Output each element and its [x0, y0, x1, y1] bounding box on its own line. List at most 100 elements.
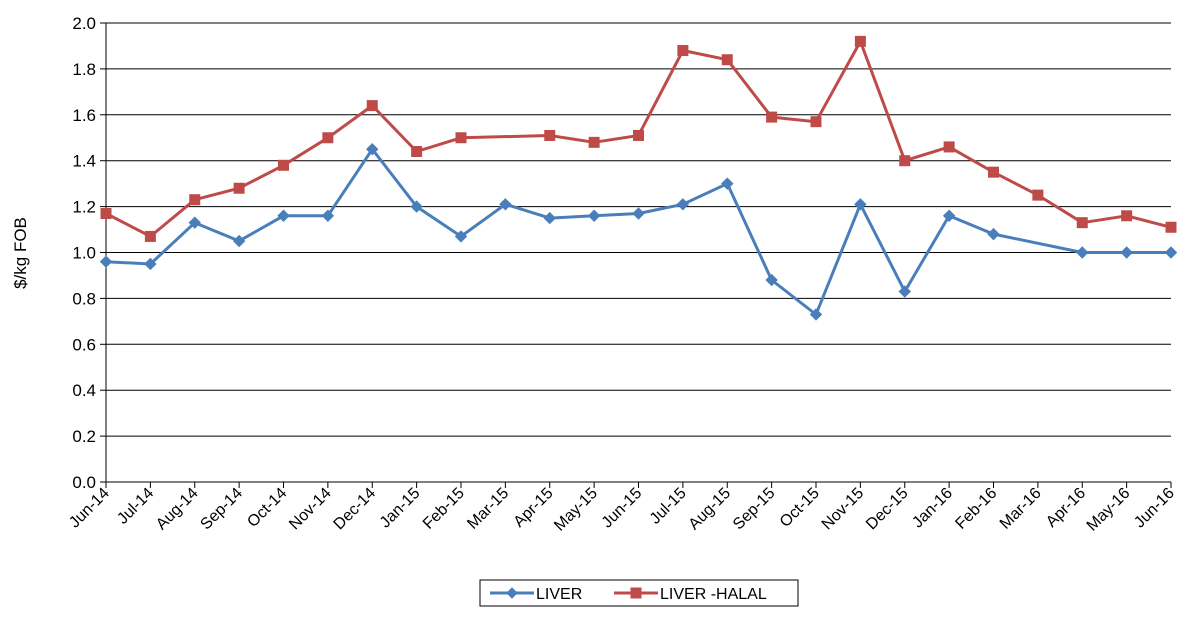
x-tick-label: Apr-15	[511, 485, 557, 531]
x-tick-label: Nov-14	[286, 485, 335, 534]
y-tick-label: 0.0	[72, 473, 96, 492]
x-tick-label: Mar-16	[997, 485, 1045, 533]
x-tick-labels: Jun-14 Jul-14Aug-14Sep-14Oct-14Nov-14Dec-…	[66, 485, 1178, 535]
series-liver	[99, 143, 1178, 321]
legend-item: LIVER -HALAL	[614, 586, 767, 603]
point-marker	[943, 141, 955, 153]
y-tick-label: 0.6	[72, 335, 96, 354]
y-tick-label: 1.6	[72, 106, 96, 125]
point-marker	[898, 285, 911, 298]
point-marker	[1076, 217, 1088, 229]
point-marker	[1120, 246, 1133, 259]
point-marker	[1121, 210, 1133, 222]
x-tick-label: Jun-15	[599, 485, 646, 532]
point-marker	[809, 308, 823, 321]
y-axis-label: $/kg FOB	[11, 217, 30, 289]
x-tick-label: Mar-15	[464, 485, 512, 533]
x-tick-label: Feb-16	[952, 485, 1000, 533]
point-marker	[632, 207, 645, 220]
point-marker	[277, 209, 290, 222]
y-tick-label: 1.0	[72, 244, 96, 263]
x-tick-label: Dec-14	[331, 485, 380, 534]
y-tick-labels: 0.0 0.2 0.4 0.6 0.8 1.0 1.2 1.4 1.6 1.8 2.0	[72, 14, 96, 492]
x-tick-label: Nov-15	[819, 485, 868, 534]
axes	[100, 22, 1172, 488]
point-marker	[899, 155, 911, 167]
point-marker	[1032, 189, 1044, 201]
point-marker	[232, 234, 246, 248]
series	[99, 35, 1178, 321]
y-tick-label: 0.2	[72, 427, 96, 446]
series-line	[105, 39, 1172, 238]
y-tick-label: 1.4	[72, 152, 96, 171]
x-tick-label: May-16	[1084, 485, 1134, 535]
point-marker	[587, 209, 601, 222]
point-marker	[987, 227, 1000, 241]
legend-item: LIVER	[490, 586, 582, 603]
point-marker	[1164, 246, 1178, 259]
x-tick-label: Jan-15	[377, 485, 424, 532]
point-marker	[144, 257, 157, 271]
legend: LIVER LIVER -HALAL	[479, 579, 799, 607]
point-marker	[988, 166, 999, 178]
y-tick-label: 2.0	[72, 14, 96, 33]
point-marker	[411, 146, 423, 158]
series-liver-halal	[100, 35, 1177, 242]
point-marker	[854, 198, 867, 211]
point-marker	[278, 159, 289, 171]
y-tick-label: 1.2	[72, 198, 96, 217]
point-marker	[766, 111, 778, 123]
gridlines	[106, 22, 1171, 437]
x-tick-label: May-15	[551, 485, 601, 535]
point-marker	[854, 35, 866, 47]
x-tick-label: Aug-14	[153, 485, 202, 534]
point-marker	[144, 230, 156, 242]
x-tick-label: Sep-14	[197, 485, 246, 534]
y-tick-label: 1.8	[72, 60, 96, 79]
point-marker	[189, 194, 201, 206]
point-marker	[188, 216, 201, 229]
x-tick-label: Oct-15	[777, 485, 823, 531]
point-marker	[322, 132, 334, 144]
x-tick-label: Jun-16	[1131, 485, 1178, 532]
point-marker	[454, 230, 468, 243]
point-marker	[506, 587, 518, 599]
point-marker	[233, 182, 245, 194]
point-marker	[366, 100, 378, 112]
point-marker	[543, 211, 556, 225]
x-tick-label: Jan-16	[909, 485, 956, 532]
series-line	[105, 147, 1171, 316]
point-marker	[721, 54, 733, 66]
point-marker	[676, 198, 690, 211]
point-marker	[942, 209, 956, 222]
point-marker	[588, 136, 600, 148]
point-marker	[810, 116, 822, 128]
point-marker	[99, 255, 113, 268]
point-marker	[677, 45, 689, 57]
point-marker	[630, 587, 642, 599]
x-tick-label: Jul-15	[647, 485, 690, 528]
point-marker	[100, 207, 112, 219]
x-tick-label: Aug-15	[686, 485, 735, 534]
x-tick-label: Jul-14	[114, 485, 157, 528]
point-marker	[544, 129, 556, 141]
point-marker	[455, 132, 467, 144]
point-marker	[1076, 246, 1089, 259]
point-marker	[721, 177, 734, 190]
y-tick-label: 0.4	[72, 381, 96, 400]
x-tick-label: Sep-15	[730, 485, 779, 534]
x-tick-label: Feb-15	[420, 485, 468, 533]
point-marker	[765, 273, 778, 287]
x-tick-label: Apr-16	[1043, 485, 1089, 531]
point-marker	[410, 200, 423, 213]
x-tick-label: Dec-15	[863, 485, 912, 534]
point-marker	[633, 129, 644, 141]
point-marker	[499, 198, 512, 211]
legend-label: LIVER -HALAL	[660, 586, 767, 603]
point-marker	[366, 143, 379, 156]
point-marker	[321, 209, 335, 222]
legend-label: LIVER	[536, 586, 582, 603]
x-tick-label: Oct-14	[244, 485, 290, 531]
